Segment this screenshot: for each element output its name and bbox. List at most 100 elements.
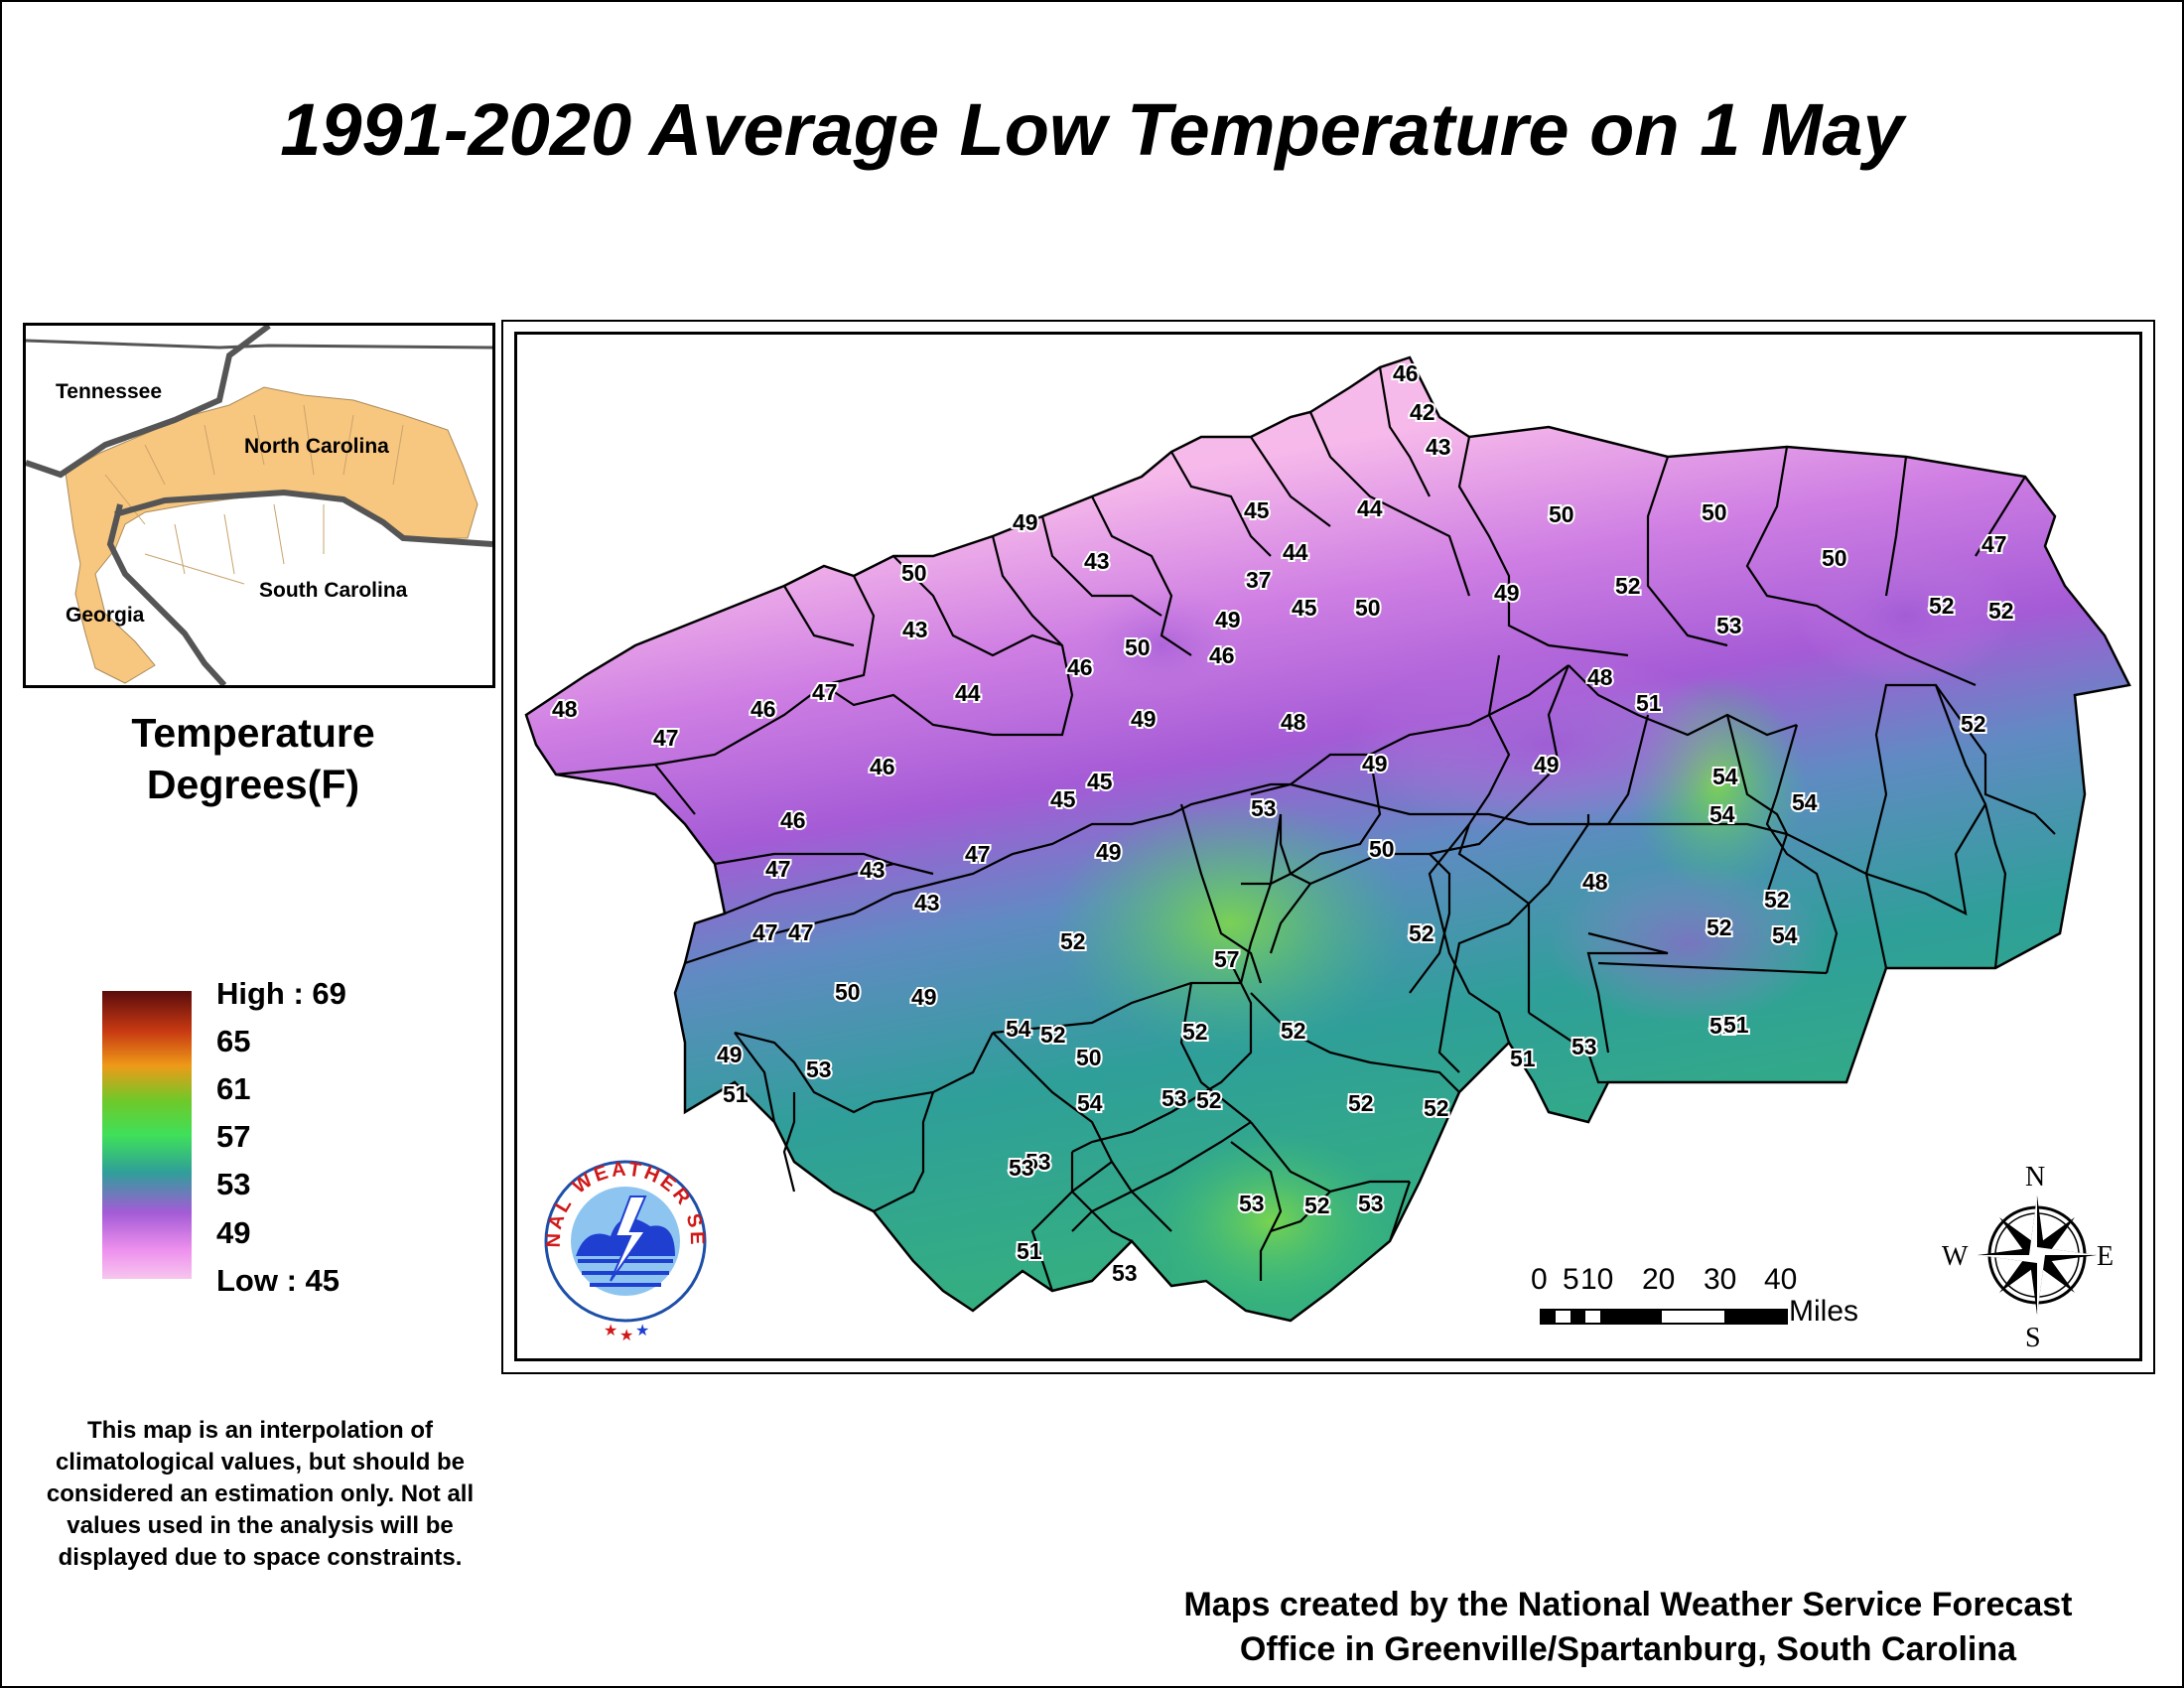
- compass-rose: [1978, 1196, 2097, 1315]
- locator-inset: Tennessee North Carolina South Carolina …: [23, 323, 495, 688]
- inset-county-lines: [104, 404, 404, 585]
- station-value: 48: [1582, 869, 1608, 895]
- station-value: 50: [901, 560, 927, 586]
- scale-tick-0: 0: [1531, 1263, 1548, 1296]
- station-value: 52: [1424, 1095, 1449, 1121]
- compass-east: E: [2097, 1241, 2115, 1272]
- station-value: 54: [1709, 801, 1735, 827]
- station-value: 47: [653, 725, 679, 751]
- station-value: 52: [1929, 593, 1955, 619]
- inset-label-tennessee: Tennessee: [56, 380, 162, 403]
- station-value: 46: [870, 754, 895, 779]
- station-value: 53: [1025, 1149, 1051, 1175]
- credit-line1: Maps created by the National Weather Ser…: [1183, 1586, 2073, 1623]
- svg-text:★: ★: [604, 1323, 617, 1339]
- station-value: 51: [1510, 1046, 1536, 1071]
- station-value: 43: [914, 890, 940, 915]
- station-value: 49: [1096, 839, 1122, 865]
- inset-border-top: [26, 339, 492, 350]
- station-value: 45: [1244, 497, 1270, 523]
- station-value: 48: [1281, 709, 1306, 735]
- station-value: 50: [1822, 545, 1847, 571]
- station-value: 52: [1348, 1090, 1374, 1116]
- station-value: 49: [1494, 580, 1520, 606]
- inset-state-border-tn: [26, 326, 271, 479]
- station-value: 54: [1772, 922, 1798, 948]
- station-value: 51: [1709, 1013, 1735, 1039]
- credit-text: Maps created by the National Weather Ser…: [1092, 1583, 2164, 1672]
- legend-tick-49: 49: [216, 1215, 251, 1250]
- county-boundaries: [555, 366, 2056, 1292]
- map-title: 1991-2020 Average Low Temperature on 1 M…: [280, 88, 1904, 171]
- station-value: 50: [1369, 836, 1395, 862]
- station-value: 49: [1013, 509, 1038, 535]
- station-value: 53: [1161, 1085, 1187, 1111]
- station-value: 46: [780, 807, 806, 833]
- station-value: 50: [1702, 499, 1727, 525]
- svg-text:★: ★: [635, 1323, 649, 1339]
- credit-line2: Office in Greenville/Spartanburg, South …: [1239, 1630, 2017, 1668]
- station-value: 46: [1067, 654, 1093, 680]
- station-values: 46 42 43 44 45 44 37 49 43 50 43 44 49 5…: [550, 358, 2016, 1288]
- legend-title-line1: Temperature: [131, 710, 375, 756]
- station-value: 47: [788, 919, 814, 945]
- station-value: 46: [1393, 360, 1419, 386]
- legend-title-line2: Degrees(F): [146, 762, 360, 807]
- station-value: 52: [1706, 914, 1732, 940]
- station-value: 54: [1712, 764, 1738, 789]
- station-value: 49: [1215, 607, 1241, 633]
- scale-tick-5: 5: [1563, 1263, 1579, 1296]
- station-value: 54: [1077, 1090, 1103, 1116]
- scale-bar: [1540, 1309, 1788, 1325]
- station-value: 51: [1636, 690, 1662, 716]
- station-value: 52: [1409, 920, 1434, 946]
- map-frame-inner: [514, 332, 2142, 1361]
- station-value: 48: [1587, 664, 1613, 690]
- station-value: 52: [1040, 1022, 1066, 1048]
- legend-tick-57: 57: [216, 1119, 251, 1154]
- station-value: 43: [902, 617, 928, 642]
- inset-label-north-carolina: North Carolina: [244, 435, 389, 458]
- station-value: 53: [806, 1056, 832, 1082]
- station-value: 49: [911, 984, 937, 1010]
- station-value: 52: [1615, 573, 1641, 599]
- svg-text:★: ★: [619, 1328, 633, 1344]
- legend-tick-65: 65: [216, 1024, 251, 1058]
- station-value: 53: [1716, 613, 1742, 638]
- station-value: 45: [1292, 595, 1317, 621]
- station-value: 52: [1988, 598, 2014, 624]
- station-value: 49: [1362, 751, 1388, 776]
- station-value: 47: [812, 679, 838, 705]
- compass-south: S: [2025, 1323, 2041, 1353]
- scale-unit: Miles: [1789, 1295, 1859, 1328]
- station-value: 54: [1006, 1016, 1031, 1042]
- station-value: 48: [552, 696, 578, 722]
- station-value: 43: [860, 857, 886, 883]
- station-value: 44: [1283, 539, 1308, 565]
- station-value: 44: [1357, 495, 1383, 521]
- station-value: 49: [717, 1042, 743, 1067]
- station-value: 47: [1981, 531, 2007, 557]
- station-value: 50: [1355, 595, 1381, 621]
- station-value: 43: [1084, 548, 1110, 574]
- station-value: 47: [752, 919, 778, 945]
- map-frame-outer: [501, 320, 2155, 1374]
- station-value: 52: [1281, 1018, 1306, 1044]
- station-value: 53: [1358, 1191, 1384, 1216]
- scale-tick-30: 30: [1704, 1263, 1737, 1296]
- compass-west: W: [1942, 1241, 1969, 1272]
- station-value: 52: [1196, 1087, 1222, 1113]
- station-value: 53: [1112, 1260, 1138, 1286]
- legend-title: Temperature Degrees(F): [79, 707, 427, 810]
- legend-color-ramp: [102, 991, 192, 1279]
- station-value: 54: [1792, 789, 1818, 815]
- legend-tick-61: 61: [216, 1071, 251, 1106]
- scale-tick-10: 10: [1580, 1263, 1614, 1296]
- station-value: 53: [1571, 1034, 1597, 1059]
- station-value: 49: [1534, 752, 1560, 777]
- legend-low-label: Low : 45: [216, 1263, 341, 1298]
- inset-label-south-carolina: South Carolina: [259, 579, 408, 602]
- station-value: 50: [1549, 501, 1574, 527]
- station-value: 53: [1009, 1155, 1034, 1181]
